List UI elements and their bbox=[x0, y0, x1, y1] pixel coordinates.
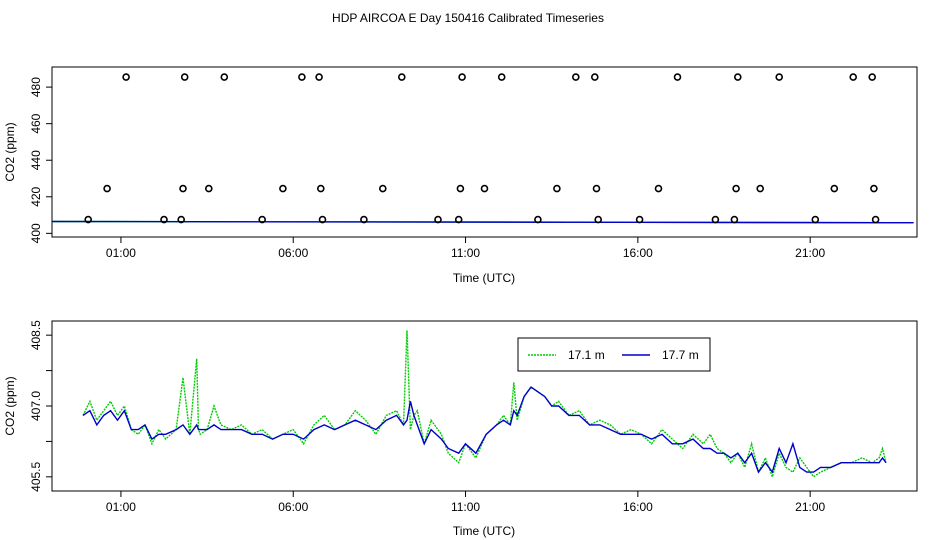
scatter-point bbox=[590, 73, 599, 81]
scatter-point bbox=[673, 73, 682, 81]
scatter-point bbox=[180, 73, 189, 81]
scatter-point bbox=[711, 215, 720, 224]
scatter-point bbox=[298, 73, 306, 81]
scatter-point bbox=[258, 215, 267, 224]
scatter-point bbox=[811, 215, 820, 224]
bottom-x-tick-label: 21:00 bbox=[795, 500, 825, 514]
scatter-point bbox=[849, 73, 858, 81]
top-x-tick-label: 06:00 bbox=[278, 246, 308, 260]
scatter-point bbox=[316, 184, 325, 193]
top-scatter-points bbox=[84, 73, 880, 224]
scatter-point bbox=[378, 184, 387, 193]
scatter-point bbox=[177, 215, 185, 224]
top-panel: 400 420 440 460 480 01:00 06:00 11:00 16:00 21:0… bbox=[3, 66, 918, 285]
scatter-point bbox=[733, 73, 742, 81]
top-y-tick-label: 400 bbox=[29, 223, 43, 243]
bottom-y-tick-label: 408.5 bbox=[29, 320, 43, 350]
bottom-y-axis-label: CO2 (ppm) bbox=[3, 376, 17, 435]
top-y-axis: 400 420 440 460 480 bbox=[29, 77, 52, 243]
top-x-axis: 01:00 06:00 11:00 16:00 21:00 bbox=[106, 237, 826, 260]
bottom-y-axis: 405.5 407.0 408.5 bbox=[29, 320, 52, 492]
scatter-point bbox=[868, 73, 877, 81]
top-x-axis-label: Time (UTC) bbox=[453, 271, 515, 285]
top-plot-frame bbox=[51, 66, 918, 238]
scatter-point bbox=[635, 215, 644, 224]
bottom-y-tick-label: 405.5 bbox=[29, 461, 43, 491]
scatter-point bbox=[458, 73, 466, 81]
legend-label-17-7m: 17.7 m bbox=[662, 348, 699, 362]
top-y-axis-label: CO2 (ppm) bbox=[3, 122, 17, 181]
bottom-x-tick-label: 06:00 bbox=[278, 500, 308, 514]
scatter-point bbox=[775, 73, 784, 81]
bottom-x-axis: 01:00 06:00 11:00 16:00 21:00 bbox=[106, 491, 826, 514]
bottom-x-tick-label: 16:00 bbox=[623, 500, 653, 514]
top-x-tick-label: 16:00 bbox=[623, 246, 653, 260]
scatter-point bbox=[122, 73, 130, 81]
top-x-tick-label: 01:00 bbox=[106, 246, 136, 260]
scatter-point bbox=[553, 184, 561, 193]
scatter-point bbox=[315, 73, 323, 81]
bottom-x-axis-label: Time (UTC) bbox=[453, 524, 515, 538]
scatter-point bbox=[871, 215, 880, 224]
scatter-point bbox=[732, 184, 740, 193]
legend-label-17-1m: 17.1 m bbox=[568, 348, 605, 362]
bottom-series-line-1 bbox=[82, 386, 887, 474]
scatter-point bbox=[397, 73, 406, 81]
bottom-series-lines bbox=[82, 330, 887, 480]
top-y-tick-label: 480 bbox=[29, 77, 43, 97]
scatter-point bbox=[730, 215, 739, 224]
scatter-point bbox=[318, 215, 327, 224]
bottom-series-line-0 bbox=[82, 330, 887, 480]
scatter-point bbox=[534, 215, 542, 224]
scatter-point bbox=[220, 73, 229, 81]
scatter-point bbox=[434, 215, 442, 224]
scatter-point bbox=[160, 215, 168, 224]
top-x-tick-label: 11:00 bbox=[451, 246, 480, 260]
scatter-point bbox=[594, 215, 603, 224]
bottom-panel: 405.5 407.0 408.5 01:00 06:00 11:00 16:00 21:0… bbox=[3, 320, 918, 538]
scatter-point bbox=[454, 215, 463, 224]
scatter-point bbox=[456, 184, 465, 193]
scatter-point bbox=[830, 184, 839, 193]
scatter-point bbox=[279, 184, 287, 193]
scatter-point bbox=[205, 184, 213, 193]
scatter-point bbox=[571, 73, 580, 81]
scatter-point bbox=[870, 184, 878, 193]
bottom-x-tick-label: 01:00 bbox=[106, 500, 136, 514]
scatter-point bbox=[84, 215, 92, 224]
top-y-tick-label: 420 bbox=[29, 186, 43, 206]
scatter-point bbox=[592, 184, 601, 193]
top-x-tick-label: 21:00 bbox=[795, 246, 825, 260]
top-series-line-1 bbox=[51, 220, 914, 224]
figure-title: HDP AIRCOA E Day 150416 Calibrated Times… bbox=[332, 11, 604, 25]
top-y-tick-label: 440 bbox=[29, 150, 43, 170]
scatter-point bbox=[103, 184, 111, 193]
scatter-point bbox=[360, 215, 368, 224]
legend: 17.1 m 17.7 m bbox=[517, 337, 711, 372]
scatter-point bbox=[179, 184, 187, 193]
scatter-point bbox=[756, 184, 765, 193]
scatter-point bbox=[654, 184, 663, 193]
top-y-tick-label: 460 bbox=[29, 113, 43, 133]
bottom-plot-frame bbox=[51, 320, 918, 492]
top-series-lines bbox=[51, 220, 914, 224]
bottom-y-tick-label: 407.0 bbox=[29, 391, 43, 421]
bottom-x-tick-label: 11:00 bbox=[451, 500, 480, 514]
scatter-point bbox=[497, 73, 506, 81]
scatter-point bbox=[480, 184, 489, 193]
